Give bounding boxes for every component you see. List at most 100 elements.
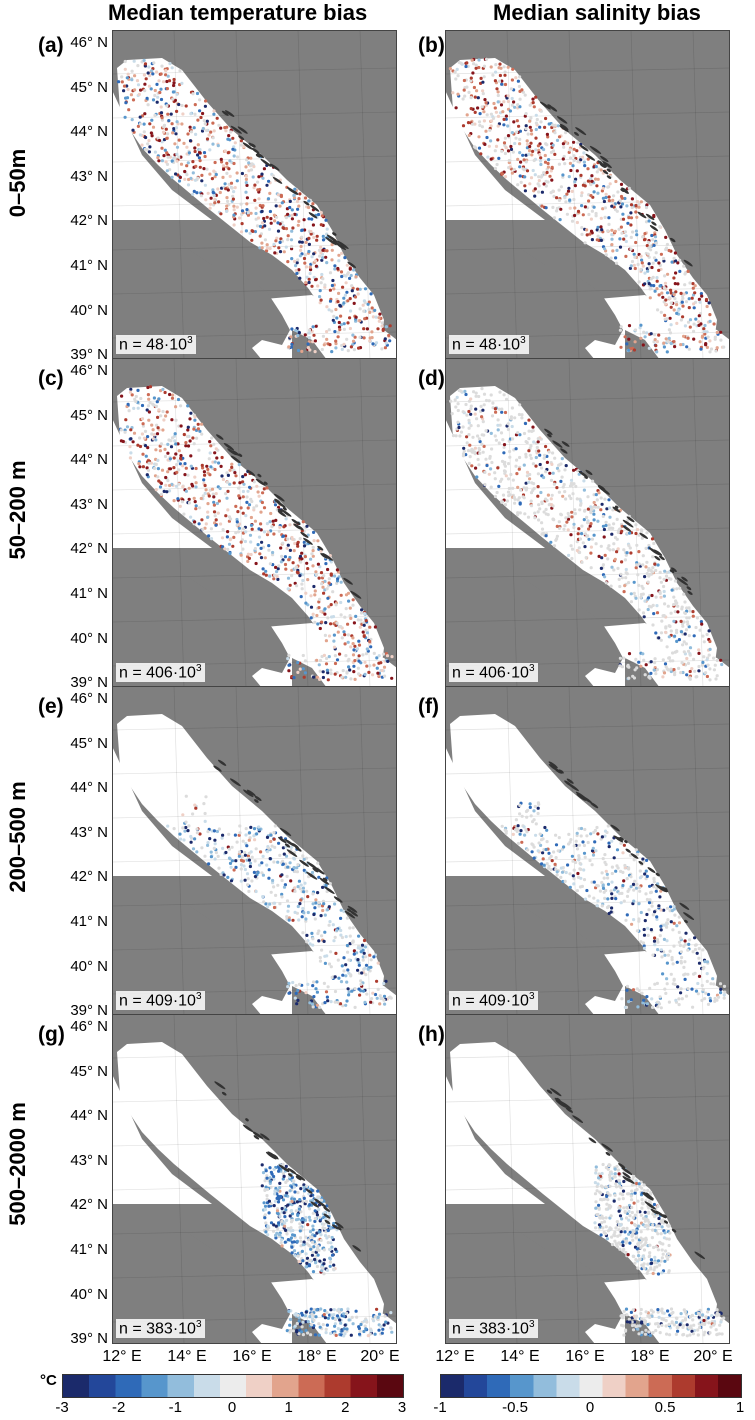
bias-point: [318, 956, 322, 960]
bias-point: [645, 331, 649, 335]
bias-point: [607, 841, 611, 845]
bias-point: [311, 545, 315, 549]
bias-point: [200, 846, 204, 850]
bias-point: [376, 327, 380, 331]
bias-point: [579, 173, 583, 177]
bias-point: [339, 625, 343, 629]
bias-point: [364, 619, 368, 623]
bias-point: [451, 434, 456, 438]
bias-point: [336, 577, 340, 581]
island: [606, 175, 612, 179]
bias-point: [655, 938, 660, 942]
bias-point: [352, 348, 356, 352]
bias-point: [541, 837, 545, 841]
bias-point: [555, 196, 559, 200]
bias-point: [276, 1200, 281, 1204]
bias-point: [142, 130, 146, 134]
bias-point: [465, 61, 469, 65]
bias-point: [140, 432, 144, 436]
bias-point: [341, 285, 345, 289]
bias-point: [284, 862, 288, 866]
bias-point: [318, 565, 322, 569]
sample-count: n = 48·103: [116, 334, 196, 354]
bias-point: [313, 259, 317, 263]
bias-point: [555, 209, 559, 213]
bias-point: [296, 334, 300, 338]
bias-point: [601, 207, 605, 211]
bias-point: [218, 190, 222, 195]
bias-point: [194, 481, 198, 485]
bias-point: [579, 501, 583, 505]
bias-point: [332, 639, 336, 643]
bias-point: [172, 499, 176, 503]
bias-point: [646, 240, 651, 244]
bias-point: [544, 142, 548, 146]
bias-point: [528, 472, 532, 477]
bias-point: [578, 537, 582, 541]
bias-point: [659, 252, 663, 256]
bias-point: [672, 944, 676, 948]
bias-point: [310, 931, 314, 935]
island: [254, 799, 259, 803]
bias-point: [306, 1320, 310, 1324]
bias-point: [325, 330, 329, 334]
bias-point: [383, 1002, 387, 1006]
bias-point: [567, 150, 571, 154]
bias-point: [286, 904, 291, 908]
bias-point: [189, 130, 194, 134]
bias-point: [544, 534, 548, 538]
bias-point: [685, 616, 689, 620]
bias-point: [183, 169, 187, 174]
bias-point: [365, 992, 369, 996]
bias-point: [303, 253, 307, 257]
bias-point: [668, 659, 673, 663]
bias-point: [690, 667, 694, 671]
bias-point: [484, 101, 488, 105]
bias-point: [461, 425, 465, 429]
bias-point: [497, 66, 501, 70]
bias-point: [467, 433, 471, 437]
bias-point: [147, 150, 151, 154]
bias-point: [184, 794, 188, 798]
bias-point: [638, 326, 642, 330]
bias-point: [673, 650, 677, 654]
bias-point: [469, 412, 473, 416]
bias-point: [683, 960, 687, 964]
bias-point: [333, 935, 337, 939]
bias-point: [679, 959, 683, 963]
island: [625, 848, 631, 853]
bias-point: [297, 268, 301, 272]
bias-point: [534, 95, 538, 99]
bias-point: [339, 980, 344, 984]
bias-point: [594, 542, 598, 546]
bias-point: [634, 596, 638, 600]
bias-point: [616, 566, 620, 570]
island: [284, 839, 296, 847]
bias-point: [503, 175, 508, 179]
bias-point: [337, 976, 341, 980]
bias-point: [638, 889, 642, 893]
bias-point: [515, 119, 519, 123]
bias-point: [368, 625, 372, 629]
bias-point: [341, 669, 345, 673]
bias-point: [356, 968, 360, 972]
bias-point: [228, 857, 232, 861]
bias-point: [153, 88, 157, 93]
bias-point: [633, 255, 637, 259]
bias-point: [640, 258, 644, 262]
bias-point: [170, 66, 174, 70]
bias-point: [665, 906, 670, 910]
bias-point: [287, 663, 291, 667]
bias-point: [615, 209, 619, 213]
bias-point: [618, 664, 622, 668]
bias-point: [545, 460, 549, 464]
bias-point: [271, 174, 275, 178]
island: [547, 433, 552, 438]
bias-point: [653, 982, 657, 986]
bias-point: [181, 485, 185, 489]
bias-point: [252, 870, 256, 874]
bias-point: [517, 496, 521, 500]
bias-point: [274, 565, 278, 569]
island: [237, 126, 248, 134]
bias-point: [474, 394, 478, 398]
